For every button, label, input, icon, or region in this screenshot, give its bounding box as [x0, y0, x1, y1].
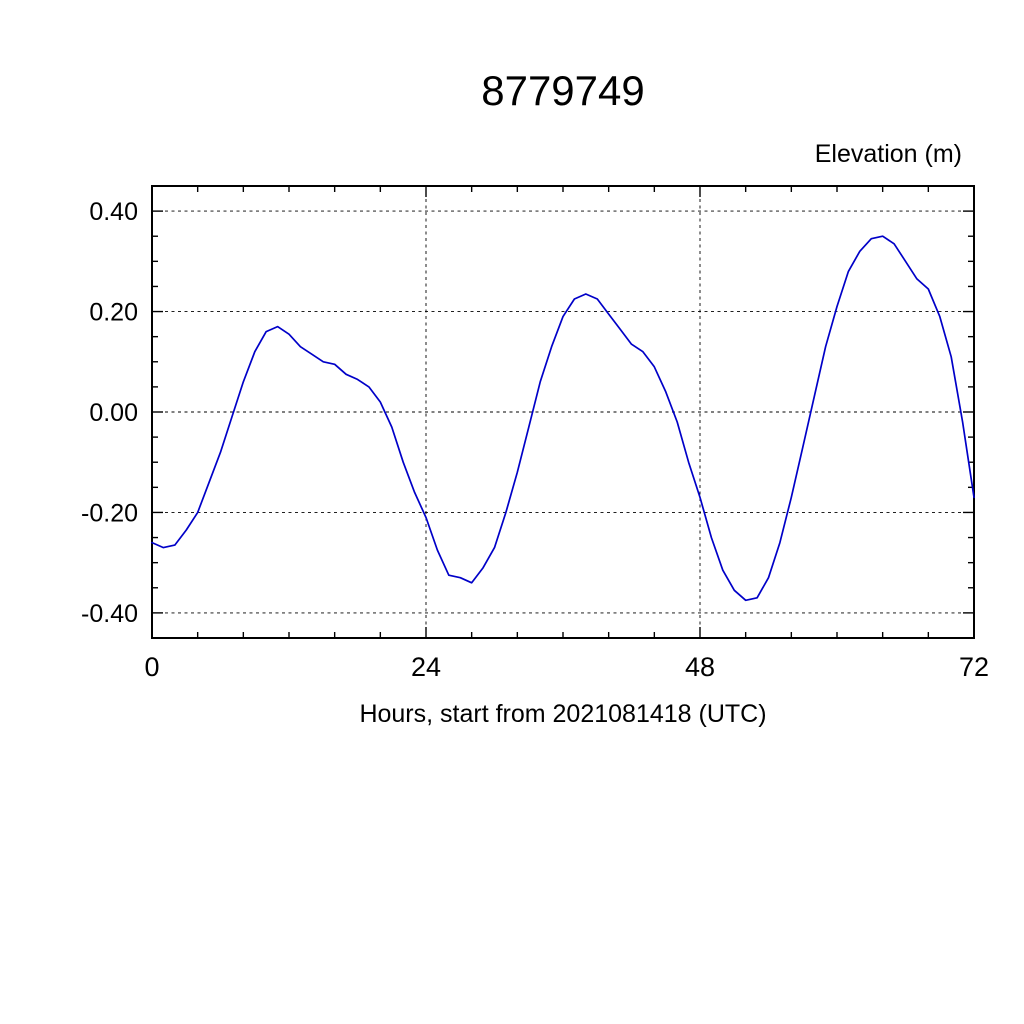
y-tick-label: -0.40 — [81, 600, 138, 628]
x-tick-label: 48 — [685, 652, 715, 682]
y-axis-label: Elevation (m) — [815, 140, 962, 168]
y-tick-label: -0.20 — [81, 499, 138, 527]
x-tick-label: 72 — [959, 652, 989, 682]
elevation-line — [151, 235, 975, 602]
y-tick-label: 0.40 — [89, 198, 138, 226]
plot-area: 0 24 48 72 -0.40 -0.20 0.00 0.20 0.40 — [81, 185, 989, 682]
x-tick-label: 0 — [144, 652, 159, 682]
x-tick-label: 24 — [411, 652, 441, 682]
plot-frame — [151, 185, 975, 639]
y-tick-label: 0.00 — [89, 399, 138, 427]
chart-title: 8779749 — [481, 67, 645, 114]
y-tick-label: 0.20 — [89, 299, 138, 327]
x-axis-label: Hours, start from 2021081418 (UTC) — [359, 700, 766, 728]
